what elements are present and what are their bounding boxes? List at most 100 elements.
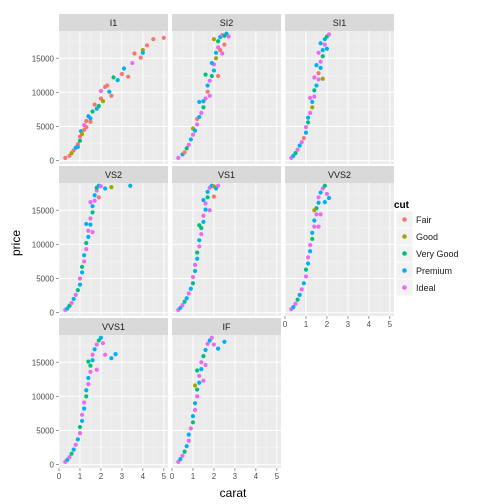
data-point <box>216 73 221 79</box>
data-point <box>186 291 191 296</box>
facet-strip <box>59 14 168 31</box>
data-point <box>197 380 202 385</box>
x-tick-label: 4 <box>141 472 146 481</box>
data-point <box>207 208 212 213</box>
data-point <box>186 432 191 437</box>
x-axis-title: carat <box>220 486 247 500</box>
data-point <box>299 287 304 292</box>
panel-if: IF 0 1 2 3 4 5 <box>170 318 281 481</box>
data-point <box>184 444 189 449</box>
data-point <box>82 400 87 405</box>
data-point <box>79 131 85 137</box>
data-point <box>318 212 323 217</box>
panel-vvs2: VVS2 0 1 2 3 4 5 <box>283 166 394 329</box>
x-tick-label: 0 <box>170 472 175 481</box>
panel-si2: SI2 <box>171 14 281 164</box>
data-point <box>75 437 80 442</box>
data-point <box>84 125 89 130</box>
data-point <box>312 88 317 93</box>
data-point <box>201 105 206 110</box>
data-point <box>320 54 325 59</box>
data-point <box>84 221 89 227</box>
data-point <box>100 341 106 346</box>
data-point <box>305 261 311 266</box>
data-point <box>88 369 93 374</box>
data-point <box>132 51 137 56</box>
data-point <box>201 213 206 218</box>
data-point <box>318 65 323 70</box>
data-point <box>77 138 83 143</box>
data-point <box>84 240 89 246</box>
data-point <box>103 84 108 90</box>
y-tick-label: 15000 <box>32 54 55 63</box>
data-point <box>320 47 325 53</box>
data-point <box>297 143 302 148</box>
x-tick-label: 3 <box>120 472 125 481</box>
legend-swatch <box>402 268 407 273</box>
data-point <box>94 342 99 347</box>
data-point <box>326 195 332 201</box>
data-point <box>301 135 306 141</box>
y-tick-label: 5000 <box>36 274 54 283</box>
y-tick-label: 0 <box>50 157 55 166</box>
data-point <box>322 42 327 47</box>
data-point <box>71 296 76 302</box>
data-point <box>205 189 210 194</box>
data-point <box>209 335 214 340</box>
data-point <box>79 264 85 269</box>
data-point <box>195 368 200 373</box>
x-tick-label: 5 <box>275 472 280 481</box>
data-point <box>299 140 304 145</box>
data-point <box>205 195 210 200</box>
x-tick-label: 5 <box>388 320 393 329</box>
data-point <box>109 184 114 190</box>
data-point <box>88 363 93 368</box>
data-point <box>98 184 104 189</box>
x-tick-label: 1 <box>304 320 309 329</box>
data-point <box>213 56 219 61</box>
data-point <box>84 247 89 252</box>
data-point <box>111 75 116 80</box>
facet-strip-label: SI1 <box>333 18 347 28</box>
data-point <box>126 74 131 79</box>
data-point <box>190 414 196 419</box>
data-point <box>144 43 150 48</box>
panel-background <box>172 335 281 468</box>
legend-label: Ideal <box>416 283 436 293</box>
y-tick-label: 0 <box>50 309 55 318</box>
data-point <box>310 99 315 105</box>
data-point <box>82 406 87 411</box>
data-point <box>303 274 309 279</box>
x-tick-label: 0 <box>57 472 62 481</box>
data-point <box>295 297 300 302</box>
x-tick-label: 0 <box>283 320 288 329</box>
legend-label: Premium <box>416 266 452 276</box>
legend-item-premium: Premium <box>395 261 452 280</box>
data-point <box>67 454 72 460</box>
data-point <box>203 362 208 368</box>
panel-background <box>172 31 281 164</box>
x-tick-label: 3 <box>233 472 238 481</box>
facet-strip-label: VVS1 <box>102 322 125 332</box>
data-point <box>201 219 206 224</box>
data-point <box>195 387 200 392</box>
data-point <box>109 93 114 98</box>
data-point <box>314 212 319 217</box>
data-point <box>161 35 166 40</box>
data-point <box>316 50 321 55</box>
data-point <box>184 146 189 151</box>
data-point <box>188 137 193 142</box>
data-point <box>207 78 212 83</box>
data-point <box>71 447 76 452</box>
data-point <box>77 282 83 287</box>
y-tick-label: 5000 <box>36 426 54 435</box>
data-point <box>216 346 221 351</box>
legend-swatch <box>402 217 407 222</box>
data-point <box>222 33 227 38</box>
facet-strip-label: VVS2 <box>328 170 351 180</box>
data-point <box>98 88 104 94</box>
legend-label: Fair <box>416 215 432 225</box>
facet-strip-label: SI2 <box>220 18 234 28</box>
data-point <box>86 382 91 387</box>
data-point <box>113 351 118 357</box>
